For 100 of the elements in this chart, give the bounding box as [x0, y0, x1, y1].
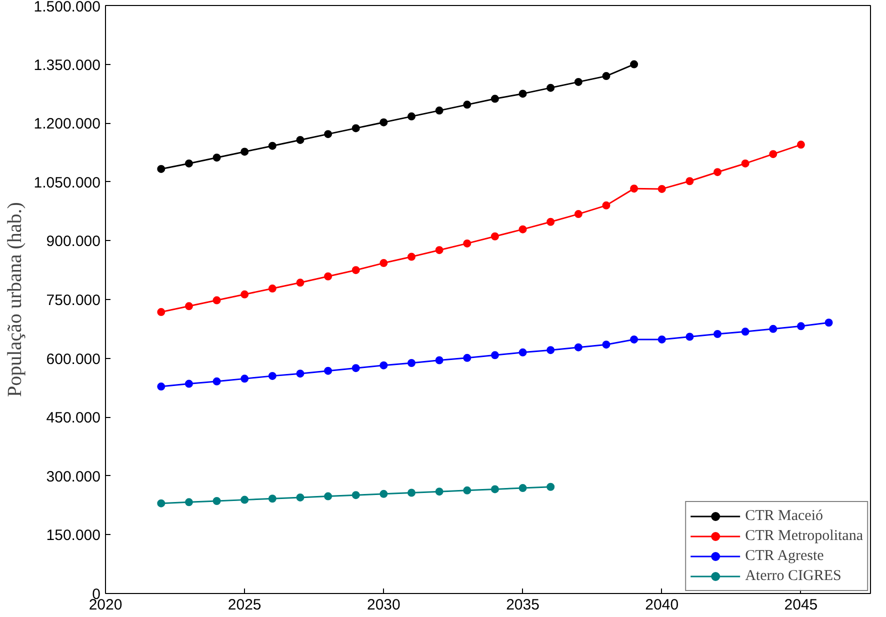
point: [212, 296, 221, 304]
x-tick-label: 2025: [228, 596, 262, 614]
point: [518, 484, 527, 492]
point: [352, 266, 360, 274]
point: [546, 346, 555, 354]
point: [157, 308, 166, 316]
point: [602, 340, 610, 349]
point: [769, 324, 778, 333]
point: [518, 225, 527, 234]
point: [380, 259, 388, 268]
point: [686, 332, 694, 341]
legend-label: CTR Maceió: [745, 508, 823, 524]
point: [546, 218, 555, 226]
point: [408, 359, 416, 367]
point: [157, 382, 166, 391]
point: [184, 380, 193, 388]
y-tick-label: 1.200.000: [34, 116, 101, 133]
point: [490, 485, 499, 494]
point: [602, 72, 610, 80]
point: [518, 348, 527, 356]
point: [240, 290, 249, 298]
point: [212, 377, 221, 386]
point: [574, 343, 582, 352]
y-tick-label: 150.000: [46, 527, 101, 544]
point: [686, 177, 694, 186]
point: [268, 142, 276, 150]
point: [240, 374, 249, 383]
point: [324, 366, 332, 375]
point: [380, 118, 388, 126]
point: [435, 106, 444, 115]
point: [212, 154, 221, 162]
x-tick-label: 2040: [645, 596, 679, 614]
point: [714, 330, 722, 338]
point: [518, 90, 527, 98]
point: [630, 335, 638, 344]
point: [574, 210, 582, 218]
point: [184, 302, 193, 310]
point: [212, 496, 221, 505]
point: [268, 494, 276, 503]
point: [296, 136, 304, 144]
y-tick-label: 1.350.000: [34, 56, 101, 74]
point: [352, 491, 360, 500]
point: [574, 78, 582, 86]
point: [741, 328, 750, 336]
point: [408, 488, 416, 497]
y-tick-label: 1.500.000: [34, 0, 101, 16]
legend-label: CTR Metropolitana: [745, 528, 863, 544]
point: [630, 184, 638, 193]
point: [240, 148, 249, 156]
point: [602, 201, 610, 210]
point: [463, 100, 472, 109]
point: [435, 246, 444, 254]
point: [157, 164, 166, 173]
point: [490, 351, 499, 360]
point: [352, 364, 360, 372]
x-tick-label: 2035: [506, 596, 540, 614]
point: [630, 60, 638, 68]
point: [184, 159, 193, 168]
x-tick-label: 2045: [784, 596, 818, 614]
point: [546, 84, 555, 92]
y-tick-label: 900.000: [46, 233, 101, 250]
point: [240, 496, 249, 504]
point: [184, 498, 193, 506]
point: [546, 482, 555, 491]
x-tick-label: 2030: [366, 596, 400, 614]
point: [352, 124, 360, 132]
y-tick-label: 300.000: [46, 468, 101, 486]
point: [380, 490, 388, 498]
point: [490, 232, 499, 240]
point: [769, 150, 778, 158]
point: [741, 159, 750, 168]
point: [490, 94, 499, 103]
point: [157, 499, 166, 508]
point: [435, 488, 444, 496]
point: [463, 239, 472, 248]
point: [268, 372, 276, 380]
point: [658, 335, 666, 344]
point: [714, 168, 722, 176]
y-axis-title: População urbana (hab.): [4, 202, 26, 397]
legend-label: CTR Agreste: [745, 548, 824, 564]
point: [408, 112, 416, 120]
y-tick-label: 450.000: [46, 410, 101, 427]
point: [463, 486, 472, 494]
point: [463, 354, 472, 362]
point: [435, 356, 444, 364]
point: [324, 492, 332, 500]
point: [796, 322, 805, 330]
point: [380, 361, 388, 370]
point: [324, 130, 332, 138]
point: [796, 140, 805, 149]
y-tick-label: 750.000: [46, 292, 101, 309]
point: [324, 272, 332, 280]
point: [296, 493, 304, 502]
point: [658, 184, 666, 193]
point: [408, 252, 416, 261]
point: [296, 370, 304, 378]
point: [296, 278, 304, 287]
point: [268, 284, 276, 293]
point: [824, 318, 833, 327]
y-tick-label: 1.050.000: [34, 174, 101, 192]
